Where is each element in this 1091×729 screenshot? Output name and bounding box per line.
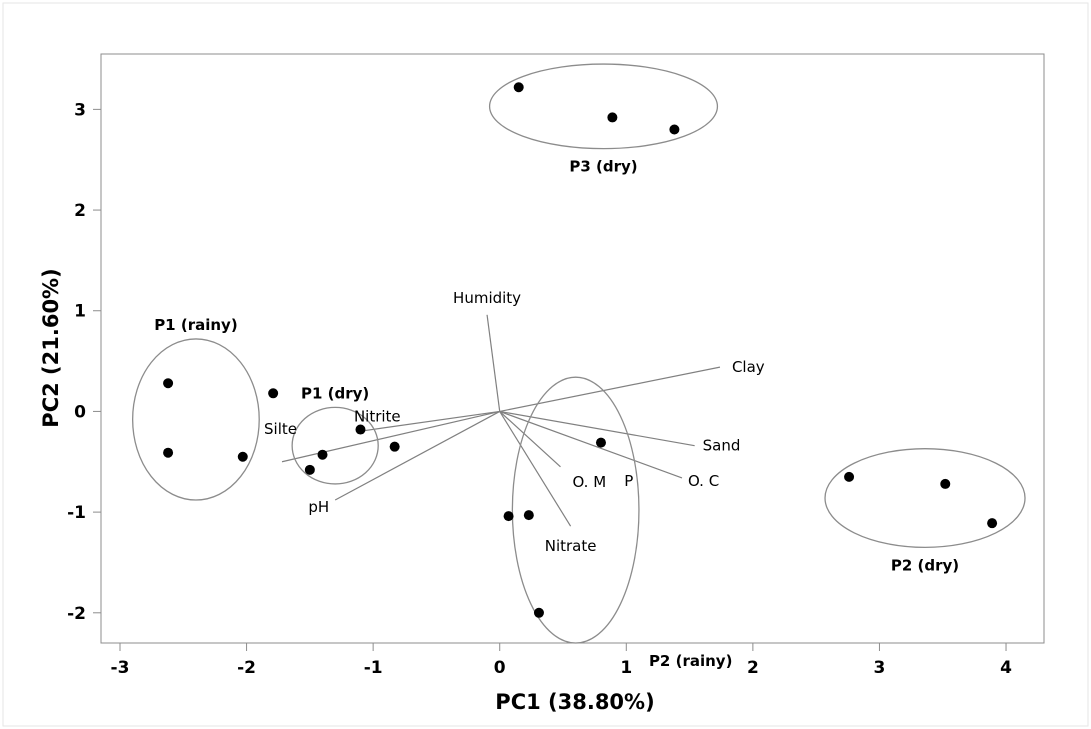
- variable-label-6: Nitrate: [545, 537, 597, 555]
- group-ellipses: [131, 63, 1026, 644]
- loading-vector-1: [499, 366, 721, 413]
- y-tick-label-1: -1: [67, 503, 86, 523]
- data-point-3: [268, 388, 279, 399]
- data-point-14: [533, 607, 544, 618]
- data-point-9: [607, 112, 618, 123]
- data-point-7: [304, 464, 315, 475]
- variable-label-7: Nitrite: [354, 408, 401, 426]
- data-point-8: [513, 82, 524, 93]
- variable-label-0: Humidity: [453, 289, 521, 307]
- x-tick-label-6: 3: [874, 658, 886, 678]
- x-tick-label-1: -2: [237, 658, 256, 678]
- group-label-3: P2 (rainy): [649, 652, 732, 670]
- variable-label-4: P: [624, 472, 633, 490]
- group-label-0: P1 (rainy): [154, 316, 237, 334]
- y-axis-title: PC2 (21.60%): [39, 268, 63, 427]
- data-point-13: [523, 510, 534, 521]
- variable-label-9: pH: [308, 498, 329, 516]
- y-tick-label-4: 2: [74, 201, 86, 221]
- plot-area: [100, 53, 1045, 644]
- data-point-12: [503, 511, 514, 522]
- x-tick-label-4: 1: [620, 658, 632, 678]
- data-point-15: [844, 471, 855, 482]
- loading-vector-7: [357, 410, 500, 433]
- loading-vector-2: [499, 410, 695, 447]
- data-point-10: [669, 124, 680, 135]
- variable-labels: Humidity Clay Sand O. C P O. M Nitrate Nitrite S…: [264, 289, 765, 555]
- y-axis-ticks: -2 -1 0 1 2 3: [67, 100, 101, 624]
- data-points: [163, 82, 998, 618]
- data-point-1: [163, 447, 174, 458]
- data-point-5: [389, 441, 400, 452]
- group-label-1: P1 (dry): [301, 384, 369, 402]
- x-tick-label-2: -1: [364, 658, 383, 678]
- data-point-4: [355, 424, 366, 435]
- data-point-16: [940, 478, 951, 489]
- loading-vector-3: [499, 410, 683, 479]
- x-axis-title: PC1 (38.80%): [495, 690, 654, 714]
- data-point-11: [595, 437, 606, 448]
- variable-label-2: Sand: [703, 437, 741, 455]
- variable-label-8: Silte: [264, 420, 297, 438]
- group-labels: P1 (rainy) P1 (dry) P3 (dry) P2 (rainy) P2 (…: [154, 158, 959, 670]
- group-ellipse-4: [824, 448, 1026, 549]
- variable-label-3: O. C: [688, 472, 719, 490]
- group-label-4: P2 (dry): [891, 556, 959, 574]
- loading-vector-9: [334, 410, 501, 501]
- x-tick-label-5: 2: [747, 658, 759, 678]
- y-tick-label-3: 1: [74, 302, 86, 322]
- y-tick-label-5: 3: [74, 100, 86, 120]
- y-tick-label-2: 0: [74, 402, 86, 422]
- data-point-17: [987, 518, 998, 529]
- variable-label-1: Clay: [732, 358, 765, 376]
- loading-vector-0: [486, 314, 501, 412]
- data-point-6: [317, 449, 328, 460]
- data-point-0: [163, 378, 174, 389]
- group-ellipse-1: [291, 406, 379, 485]
- loading-vector-6: [499, 411, 572, 527]
- group-ellipse-0: [131, 338, 260, 501]
- group-label-2: P3 (dry): [569, 158, 637, 176]
- x-axis-ticks: -3 -2 -1 0 1 2 3 4: [111, 643, 1012, 678]
- group-ellipse-3: [511, 376, 640, 644]
- y-tick-label-0: -2: [67, 604, 86, 624]
- variable-label-5: O. M: [572, 473, 606, 491]
- data-point-2: [237, 451, 248, 462]
- x-tick-label-7: 4: [1000, 658, 1012, 678]
- loading-vector-5: [499, 410, 561, 468]
- x-tick-label-3: 0: [494, 658, 506, 678]
- group-ellipse-2: [488, 63, 719, 150]
- x-tick-label-0: -3: [111, 658, 130, 678]
